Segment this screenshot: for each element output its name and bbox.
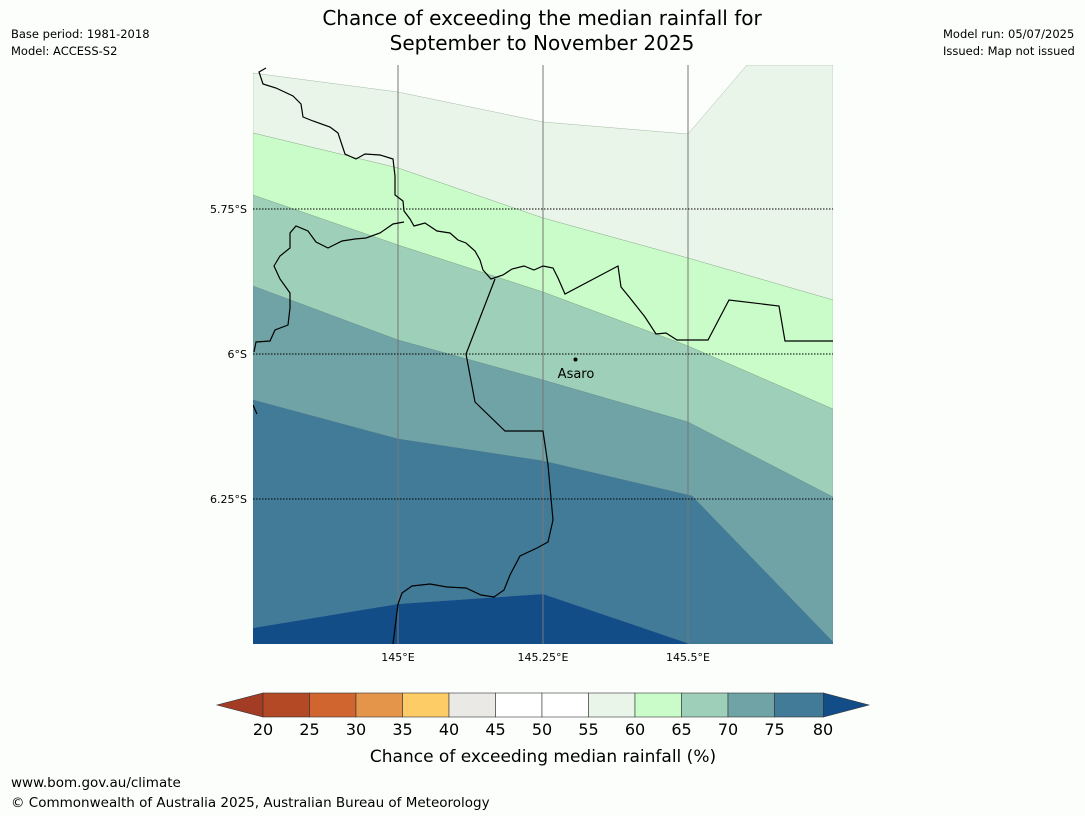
colorbar-segment-75-80 [774, 692, 824, 718]
asaro-marker[interactable] [573, 357, 578, 362]
asaro-label: Asaro [558, 367, 595, 382]
title-line-2: September to November 2025 [389, 31, 695, 55]
lat-label-6-25: 6.25°S [210, 493, 247, 506]
colorbar-tick-70: 70 [718, 720, 738, 739]
colorbar-tick-20: 20 [253, 720, 273, 739]
colorbar-tick-65: 65 [671, 720, 691, 739]
latitude-labels: 5.75°S 6°S 6.25°S [210, 203, 247, 506]
title-line-1: Chance of exceeding the median rainfall … [322, 6, 762, 30]
issued-text: Issued: Map not issued [943, 44, 1075, 58]
colorbar-tick-30: 30 [346, 720, 366, 739]
footer-copyright: © Commonwealth of Australia 2025, Austra… [11, 795, 490, 811]
colorbar-tick-45: 45 [485, 720, 505, 739]
map-title: Chance of exceeding the median rainfall … [242, 6, 842, 56]
lon-label-145: 145°E [381, 651, 414, 664]
colorbar-segment-65-70 [681, 692, 729, 718]
lon-label-145-25: 145.25°E [518, 651, 569, 664]
colorbar-label: Chance of exceeding median rainfall (%) [370, 747, 716, 767]
colorbar-tick-50: 50 [532, 720, 552, 739]
colorbar-tick-35: 35 [392, 720, 412, 739]
colorbar-tick-55: 55 [578, 720, 598, 739]
colorbar-segment-45-50 [495, 692, 543, 718]
band-above-80 [253, 594, 690, 644]
model-text: Model: ACCESS-S2 [11, 44, 118, 58]
colorbar-segment-60-65 [634, 692, 682, 718]
colorbar-tick-25: 25 [299, 720, 319, 739]
lat-label-5-75: 5.75°S [210, 203, 247, 216]
colorbar-low-extension [215, 692, 264, 718]
colorbar-segment-35-40 [402, 692, 450, 718]
map-area[interactable]: Asaro [253, 65, 833, 644]
parallels [253, 208, 833, 500]
colorbar-tick-75: 75 [764, 720, 784, 739]
colorbar-segment-20-25 [262, 692, 310, 718]
colorbar-tick-60: 60 [625, 720, 645, 739]
longitude-labels: 145°E 145.25°E 145.5°E [381, 651, 710, 664]
base-period-text: Base period: 1981-2018 [11, 27, 150, 41]
meta-left: Base period: 1981-2018 Model: ACCESS-S2 [11, 26, 150, 60]
colorbar-tick-40: 40 [439, 720, 459, 739]
colorbar-segment-50-55 [541, 692, 589, 718]
province-boundaries [253, 67, 833, 644]
colorbar [215, 692, 871, 718]
colorbar-high-extension [823, 692, 871, 718]
footer-url: www.bom.gov.au/climate [11, 775, 181, 791]
meta-right: Model run: 05/07/2025 Issued: Map not is… [943, 26, 1075, 60]
colorbar-segment-55-60 [588, 692, 636, 718]
colorbar-tick-80: 80 [813, 720, 833, 739]
model-run-text: Model run: 05/07/2025 [943, 27, 1075, 41]
colorbar-segment-30-35 [355, 692, 403, 718]
colorbar-segment-25-30 [309, 692, 357, 718]
lat-label-6: 6°S [228, 348, 247, 361]
lon-label-145-5: 145.5°E [666, 651, 710, 664]
meridians [397, 65, 689, 644]
colorbar-ticks: 20 25 30 35 40 45 50 55 60 65 70 75 80 [253, 720, 833, 739]
colorbar-segment-70-75 [727, 692, 775, 718]
colorbar-segment-40-45 [448, 692, 496, 718]
